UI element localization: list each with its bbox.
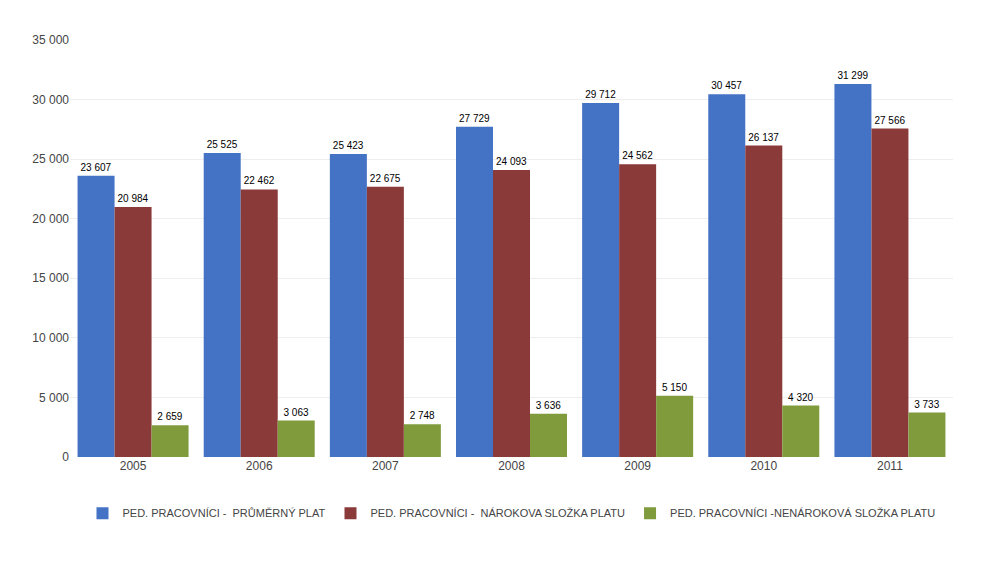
svg-text:PED. PRACOVNÍCI -NENÁROKOVÁ SL: PED. PRACOVNÍCI -NENÁROKOVÁ SLOŽKA PLATU [670,507,935,519]
svg-text:3 063: 3 063 [283,407,308,418]
svg-text:PED. PRACOVNÍCI - PRŮMĚRNÝ PL: PED. PRACOVNÍCI - PRŮMĚRNÝ PLAT [123,507,326,519]
svg-text:22 462: 22 462 [244,175,275,186]
svg-text:2009: 2009 [624,459,651,473]
svg-text:2008: 2008 [498,459,525,473]
svg-text:25 000: 25 000 [32,152,69,166]
svg-text:2007: 2007 [372,459,399,473]
svg-text:24 562: 24 562 [622,150,653,161]
svg-text:25 525: 25 525 [207,139,238,150]
svg-text:10 000: 10 000 [32,331,69,345]
svg-text:30 000: 30 000 [32,93,69,107]
svg-text:20 000: 20 000 [32,212,69,226]
svg-text:35 000: 35 000 [32,33,69,47]
svg-text:2010: 2010 [750,459,777,473]
svg-text:24 093: 24 093 [496,156,527,167]
svg-text:27 566: 27 566 [874,115,905,126]
svg-text:PED. PRACOVNÍCI - NÁROKOVA SL: PED. PRACOVNÍCI - NÁROKOVA SLOŽKA PLATU [370,507,625,519]
svg-text:23 607: 23 607 [81,162,112,173]
svg-text:3 733: 3 733 [914,399,939,410]
svg-text:2011: 2011 [877,459,903,473]
svg-text:2 748: 2 748 [410,410,435,421]
svg-text:3 636: 3 636 [536,400,561,411]
svg-text:20 984: 20 984 [118,193,149,204]
svg-text:4 320: 4 320 [788,392,813,403]
svg-text:5 150: 5 150 [662,382,687,393]
svg-text:5 000: 5 000 [39,391,69,405]
svg-text:27 729: 27 729 [459,113,490,124]
svg-text:22 675: 22 675 [370,173,401,184]
svg-text:31 299: 31 299 [837,70,868,81]
svg-text:0: 0 [62,450,69,464]
svg-text:25 423: 25 423 [333,140,364,151]
svg-text:2005: 2005 [120,459,147,473]
svg-text:26 137: 26 137 [748,132,779,143]
svg-text:2 659: 2 659 [157,411,182,422]
svg-text:30 457: 30 457 [711,80,742,91]
svg-text:2006: 2006 [246,459,273,473]
svg-text:15 000: 15 000 [32,271,69,285]
svg-text:29 712: 29 712 [585,89,616,100]
